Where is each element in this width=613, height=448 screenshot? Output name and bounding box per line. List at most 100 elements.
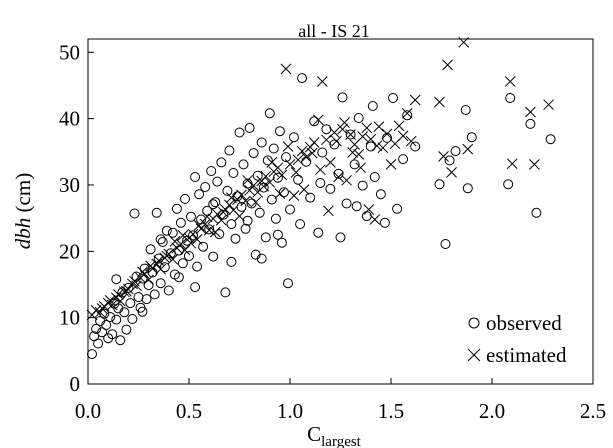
- observed-point: [252, 170, 263, 181]
- estimated-point: [201, 211, 213, 223]
- observed-point: [202, 205, 213, 216]
- estimated-point: [357, 131, 369, 142]
- estimated-point: [193, 220, 205, 231]
- estimated-point: [274, 188, 286, 199]
- observed-point: [111, 314, 122, 325]
- observed-point: [157, 237, 168, 247]
- observed-point: [361, 211, 372, 222]
- estimated-point: [240, 195, 251, 207]
- observed-point: [198, 241, 209, 252]
- observed-point: [505, 93, 516, 103]
- observed-point: [545, 134, 556, 145]
- estimated-point: [169, 236, 181, 247]
- estimated-point: [337, 123, 348, 135]
- observed-point: [351, 201, 362, 212]
- observed-point: [283, 278, 293, 289]
- observed-point: [329, 139, 340, 150]
- estimated-point: [341, 174, 352, 186]
- observed-point: [531, 207, 542, 218]
- observed-point: [230, 233, 241, 244]
- observed-point: [313, 227, 324, 238]
- y-tick-label: 10: [59, 306, 80, 330]
- observed-point: [131, 271, 142, 282]
- x-axis-label-base: C: [307, 422, 321, 446]
- observed-point: [256, 253, 267, 264]
- estimated-point: [405, 135, 417, 147]
- observed-point: [111, 274, 122, 285]
- observed-point: [268, 143, 279, 154]
- estimated-point: [296, 145, 308, 157]
- estimated-point: [211, 208, 223, 220]
- observed-point: [295, 219, 306, 230]
- observed-point: [503, 179, 514, 190]
- observed-point: [398, 154, 409, 165]
- observed-point: [186, 211, 196, 222]
- observed-point: [274, 126, 285, 137]
- observed-point: [188, 230, 198, 241]
- estimated-point: [361, 122, 373, 134]
- observed-point: [141, 294, 152, 305]
- x-tick-label: 2.5: [580, 399, 606, 423]
- observed-point: [466, 132, 477, 143]
- estimated-point: [381, 128, 393, 140]
- y-tick-label: 0: [70, 372, 81, 396]
- observed-point: [262, 155, 273, 166]
- estimated-point: [145, 260, 156, 272]
- observed-point: [145, 244, 156, 255]
- observed-point: [123, 282, 134, 293]
- estimated-point: [175, 238, 187, 250]
- observed-point: [105, 312, 116, 322]
- estimated-point: [446, 167, 457, 178]
- y-axis: 0 10 20 30 40 50: [59, 40, 94, 396]
- observed-point: [180, 193, 190, 204]
- observed-point: [210, 197, 221, 208]
- observed-point: [224, 145, 235, 156]
- estimated-point: [314, 164, 326, 176]
- estimated-point: [458, 36, 470, 48]
- estimated-point: [409, 94, 421, 106]
- estimated-point: [209, 226, 221, 238]
- estimated-point: [280, 63, 292, 75]
- observed-point: [240, 223, 251, 234]
- observed-point: [121, 324, 132, 335]
- observed-point: [151, 207, 162, 218]
- estimated-point: [462, 143, 474, 155]
- observed-point: [325, 183, 336, 194]
- observed-point: [208, 251, 219, 262]
- estimated-point: [284, 159, 296, 170]
- observed-point: [192, 261, 203, 272]
- observed-point: [335, 232, 346, 243]
- x-axis: 0.0 0.5 1.0 1.5 2.0 2.5: [75, 378, 606, 423]
- observed-point: [246, 198, 257, 209]
- estimated-point: [143, 274, 154, 286]
- y-tick-label: 50: [59, 40, 80, 64]
- observed-point: [175, 217, 186, 228]
- observed-point: [119, 307, 130, 318]
- estimated-point: [276, 169, 288, 181]
- observed-point: [349, 159, 360, 170]
- observed-point: [369, 172, 380, 182]
- observed-point: [155, 234, 166, 245]
- estimated-point: [373, 121, 385, 132]
- observed-point: [87, 349, 97, 360]
- observed-point: [375, 189, 386, 200]
- observed-point: [321, 124, 332, 135]
- observed-point: [444, 155, 455, 166]
- estimated-point: [331, 135, 342, 147]
- observed-point: [266, 194, 277, 205]
- estimated-point: [506, 158, 518, 170]
- observed-point: [204, 224, 215, 235]
- observed-point: [365, 141, 376, 152]
- x-tick-label: 2.0: [479, 399, 505, 423]
- estimated-point: [438, 151, 449, 162]
- y-tick-label: 20: [59, 239, 80, 263]
- estimated-point: [187, 228, 199, 240]
- estimated-point: [153, 255, 165, 266]
- estimated-point: [347, 147, 358, 158]
- legend-observed-marker: [468, 317, 480, 329]
- x-tick-label: 1.0: [277, 399, 303, 423]
- observed-point: [218, 209, 229, 220]
- series-estimated: [86, 36, 554, 321]
- observed-point: [285, 204, 295, 215]
- x-tick-label: 1.5: [378, 399, 404, 423]
